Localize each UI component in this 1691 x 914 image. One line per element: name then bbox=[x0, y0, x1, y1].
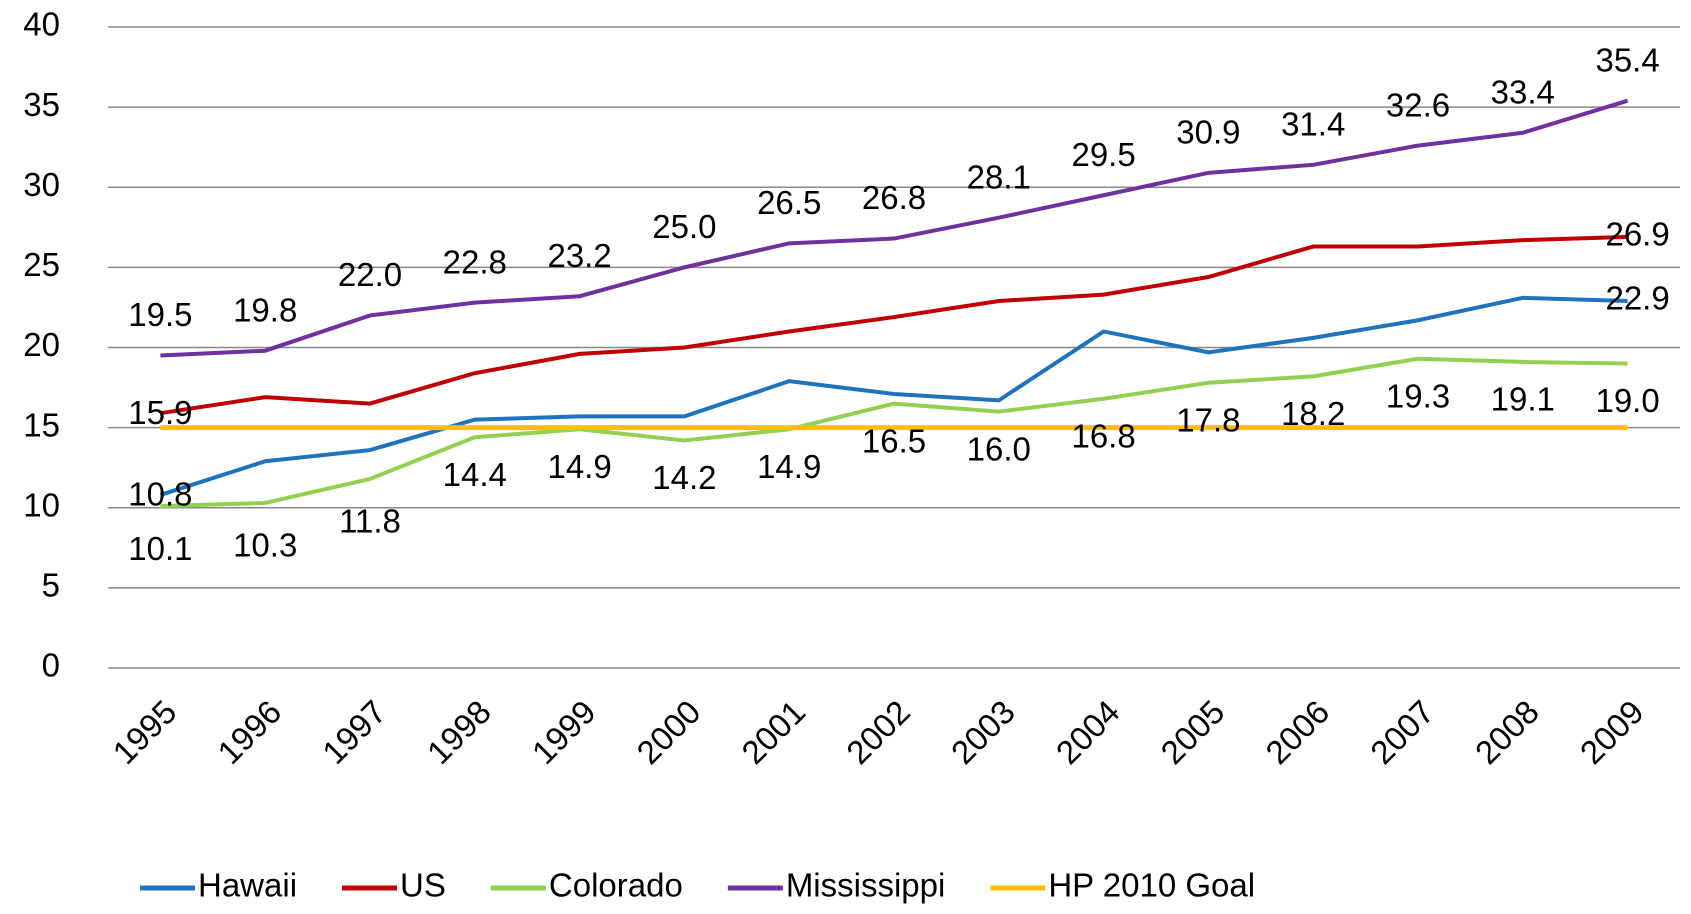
series-line bbox=[159, 295, 1628, 497]
x-tick-label: 2003 bbox=[944, 693, 1022, 771]
data-label: 19.3 bbox=[1386, 377, 1450, 414]
data-label: 14.9 bbox=[547, 448, 611, 485]
data-label: 23.2 bbox=[547, 237, 611, 274]
data-label: 17.8 bbox=[1176, 401, 1240, 438]
data-label: 30.9 bbox=[1176, 114, 1240, 151]
data-label: 16.8 bbox=[1071, 417, 1135, 454]
x-tick-label: 1999 bbox=[525, 693, 603, 771]
x-tick-label: 2007 bbox=[1363, 693, 1441, 771]
legend-label: Hawaii bbox=[198, 867, 297, 904]
data-label: 19.1 bbox=[1491, 381, 1555, 418]
y-tick-label: 0 bbox=[42, 647, 60, 684]
legend-label: Colorado bbox=[549, 867, 683, 904]
y-tick-label: 35 bbox=[23, 86, 60, 123]
data-label: 10.1 bbox=[128, 530, 192, 567]
x-tick-label: 2001 bbox=[734, 693, 812, 771]
x-tick-label: 1997 bbox=[315, 693, 393, 771]
data-label: 14.4 bbox=[443, 456, 507, 493]
data-label: 29.5 bbox=[1071, 136, 1135, 173]
x-tick-label: 2006 bbox=[1258, 693, 1336, 771]
x-tick-label: 1998 bbox=[420, 693, 498, 771]
data-label: 32.6 bbox=[1386, 86, 1450, 123]
data-label: 15.9 bbox=[128, 394, 192, 431]
series-line bbox=[160, 234, 1628, 416]
data-label: 25.0 bbox=[652, 208, 716, 245]
x-tick-label: 1995 bbox=[105, 693, 183, 771]
data-label: 33.4 bbox=[1491, 73, 1555, 110]
data-label: 19.0 bbox=[1595, 382, 1659, 419]
y-tick-label: 30 bbox=[23, 166, 60, 203]
data-label: 11.8 bbox=[339, 503, 401, 540]
data-label: 10.3 bbox=[233, 527, 297, 564]
x-tick-label: 2009 bbox=[1573, 693, 1651, 771]
data-label: 31.4 bbox=[1281, 106, 1345, 143]
data-label: 28.1 bbox=[967, 158, 1031, 195]
data-label: 19.8 bbox=[233, 291, 297, 328]
x-tick-label: 2002 bbox=[839, 693, 917, 771]
series-line bbox=[160, 356, 1628, 509]
y-tick-label: 40 bbox=[23, 6, 60, 43]
data-label: 16.5 bbox=[862, 422, 926, 459]
data-label: 22.0 bbox=[338, 256, 402, 293]
data-label: 10.8 bbox=[128, 476, 192, 513]
legend-label: US bbox=[400, 867, 446, 904]
data-label: 26.5 bbox=[757, 184, 821, 221]
y-tick-label: 20 bbox=[23, 326, 60, 363]
data-label: 19.5 bbox=[128, 296, 192, 333]
data-label: 26.9 bbox=[1605, 216, 1669, 253]
data-label: 14.2 bbox=[652, 459, 716, 496]
data-label: 26.8 bbox=[862, 179, 926, 216]
x-tick-label: 2004 bbox=[1049, 693, 1127, 771]
data-label: 22.9 bbox=[1605, 280, 1669, 317]
data-label: 22.8 bbox=[443, 243, 507, 280]
series-line bbox=[160, 98, 1629, 358]
x-tick-label: 2005 bbox=[1153, 693, 1231, 771]
x-tick-label: 2000 bbox=[629, 693, 707, 771]
data-label: 16.0 bbox=[967, 430, 1031, 467]
data-label: 35.4 bbox=[1595, 41, 1659, 78]
data-label: 18.2 bbox=[1281, 395, 1345, 432]
x-tick-label: 2008 bbox=[1468, 693, 1546, 771]
y-tick-label: 10 bbox=[23, 486, 60, 523]
y-tick-label: 25 bbox=[23, 246, 60, 283]
legend-label: Mississippi bbox=[786, 867, 946, 904]
y-tick-label: 15 bbox=[23, 406, 60, 443]
legend-label: HP 2010 Goal bbox=[1048, 867, 1255, 904]
data-label: 14.9 bbox=[757, 448, 821, 485]
x-tick-label: 1996 bbox=[210, 693, 288, 771]
y-tick-label: 5 bbox=[42, 567, 60, 604]
